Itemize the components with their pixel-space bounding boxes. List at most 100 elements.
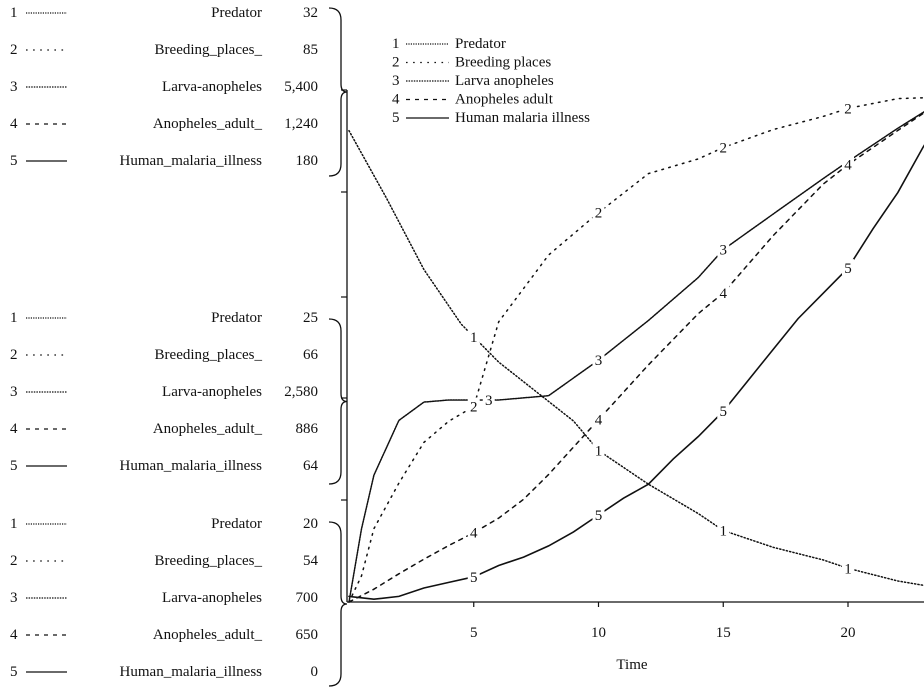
- scale-num: 5: [10, 153, 18, 169]
- legend-entry: Larva anopheles: [455, 73, 554, 89]
- scale-num: 2: [10, 553, 18, 569]
- legend-num: 1: [392, 36, 400, 52]
- legend-num: 5: [392, 110, 400, 126]
- scale-num: 1: [10, 310, 18, 326]
- scale-brace: [328, 7, 348, 177]
- scale-num: 5: [10, 458, 18, 474]
- series-line-3: [348, 110, 924, 603]
- scale-num: 1: [10, 5, 18, 21]
- series-marker-4: 4: [470, 526, 478, 542]
- x-tick-label: 15: [716, 625, 731, 641]
- scale-series-name: Predator: [211, 516, 262, 532]
- legend-entry: Human malaria illness: [455, 110, 590, 126]
- scale-value: 20: [303, 516, 318, 532]
- series-marker-bg: [842, 155, 854, 172]
- scale-num: 3: [10, 384, 18, 400]
- scale-num: 3: [10, 79, 18, 95]
- series-marker-1: 1: [720, 523, 728, 539]
- scale-value: 5,400: [284, 79, 318, 95]
- scale-series-name: Human_malaria_illness: [120, 664, 263, 680]
- scale-series-name: Breeding_places_: [155, 42, 263, 58]
- series-marker-bg: [717, 284, 730, 301]
- scale-value: 32: [303, 5, 318, 21]
- scale-series-name: Larva-anopheles: [162, 590, 262, 606]
- scale-brace: [328, 521, 348, 687]
- series-marker-4: 4: [844, 158, 852, 174]
- axes: 5 10 15 20 Time: [341, 89, 924, 673]
- scale-num: 4: [10, 421, 18, 437]
- scale-num: 3: [10, 590, 18, 606]
- scale-series-name: Larva-anopheles: [162, 79, 262, 95]
- series-marker-4: 4: [720, 286, 728, 302]
- scale-num: 5: [10, 664, 18, 680]
- series-marker-bg: [592, 351, 605, 368]
- series-marker-bg: [842, 559, 854, 576]
- series-marker-bg: [842, 259, 854, 276]
- series-marker-bg: [717, 402, 730, 419]
- scale-value: 66: [303, 347, 319, 363]
- legend: 1 Predator 2 Breeding places 3 Larva anophele…: [392, 36, 590, 126]
- series-marker-1: 1: [470, 330, 478, 346]
- series: [348, 97, 924, 603]
- scale-value: 180: [296, 153, 319, 169]
- legend-entry: Anopheles adult: [455, 92, 554, 108]
- legend-num: 3: [392, 73, 400, 89]
- series-marker-2: 2: [470, 400, 478, 416]
- legend-num: 4: [392, 92, 400, 108]
- series-marker-1: 1: [595, 444, 603, 460]
- scale-value: 650: [296, 627, 319, 643]
- series-line-5: [348, 144, 924, 601]
- scale-num: 2: [10, 42, 18, 58]
- series-marker-5: 5: [595, 508, 603, 524]
- series-marker-3: 3: [720, 243, 728, 259]
- x-tick-label: 5: [470, 625, 478, 641]
- series-marker-bg: [717, 521, 730, 538]
- scale-value: 25: [303, 310, 318, 326]
- series-marker-bg: [842, 99, 854, 116]
- x-tick-label: 10: [591, 625, 606, 641]
- scale-value: 700: [296, 590, 319, 606]
- scale-value: 54: [303, 553, 319, 569]
- series-line-2: [348, 97, 924, 603]
- scale-labels: 1 Predator 322 Breeding_places_ 853 Larva-ano…: [10, 5, 319, 680]
- series-marker-bg: [467, 397, 480, 414]
- series-marker-5: 5: [470, 570, 478, 586]
- scale-value: 64: [303, 458, 319, 474]
- series-marker-bg: [717, 240, 730, 257]
- scale-series-name: Predator: [211, 310, 262, 326]
- series-marker-bg: [592, 506, 605, 523]
- legend-entry: Breeding places: [455, 55, 551, 71]
- series-marker-5: 5: [844, 261, 852, 277]
- scale-series-name: Anopheles_adult_: [153, 421, 263, 437]
- scale-series-name: Anopheles_adult_: [153, 116, 263, 132]
- series-marker-2: 2: [595, 206, 603, 222]
- series-marker-1: 1: [844, 561, 852, 577]
- series-marker-3: 3: [595, 353, 603, 369]
- scale-series-name: Larva-anopheles: [162, 384, 262, 400]
- scale-series-name: Breeding_places_: [155, 553, 263, 569]
- scale-value: 2,580: [284, 384, 318, 400]
- scale-num: 4: [10, 116, 18, 132]
- legend-num: 2: [392, 55, 400, 71]
- series-marker-bg: [717, 138, 730, 155]
- series-marker-5: 5: [720, 404, 728, 420]
- scale-series-name: Predator: [211, 5, 262, 21]
- legend-entry: Predator: [455, 36, 506, 52]
- x-tick-label: 20: [841, 625, 856, 641]
- series-line-4: [348, 112, 924, 603]
- scale-brace: [328, 318, 348, 485]
- series-marker-bg: [467, 523, 480, 540]
- scale-value: 886: [296, 421, 319, 437]
- series-marker-3: 3: [485, 393, 493, 409]
- scale-num: 2: [10, 347, 18, 363]
- scale-num: 1: [10, 516, 18, 532]
- scale-braces: [328, 7, 348, 687]
- scale-series-name: Human_malaria_illness: [120, 153, 263, 169]
- scale-num: 4: [10, 627, 18, 643]
- series-marker-bg: [592, 203, 605, 220]
- series-marker-2: 2: [720, 141, 728, 157]
- series-marker-bg: [482, 391, 495, 407]
- series-marker-bg: [467, 567, 480, 584]
- scale-series-name: Anopheles_adult_: [153, 627, 263, 643]
